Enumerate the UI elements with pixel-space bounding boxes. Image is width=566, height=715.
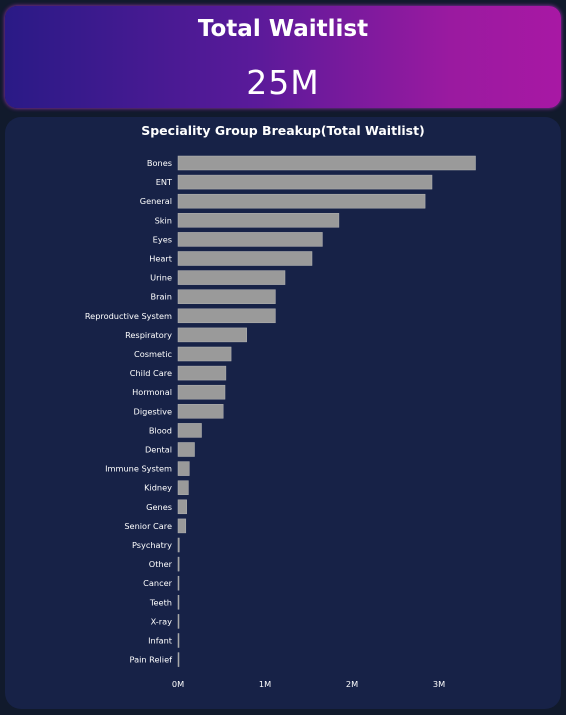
bar-skin[interactable] [177, 213, 340, 228]
y-label-digestive: Digestive [134, 406, 172, 416]
y-label-senior-care: Senior Care [124, 521, 172, 531]
bar-x-ray[interactable] [177, 614, 180, 629]
y-label-child-care: Child Care [130, 368, 172, 378]
bar-dental[interactable] [177, 442, 195, 457]
bars-group [177, 155, 476, 667]
y-label-teeth: Teeth [149, 597, 172, 607]
bar-general[interactable] [177, 193, 426, 209]
y-label-dental: Dental [145, 445, 172, 455]
total-waitlist-card: Total Waitlist 25M [5, 6, 561, 108]
y-label-reproductive-system: Reproductive System [85, 311, 172, 321]
speciality-chart-card: Speciality Group Breakup(Total Waitlist)… [5, 117, 561, 709]
y-label-brain: Brain [151, 292, 172, 302]
y-label-genes: Genes [146, 502, 172, 512]
y-label-x-ray: X-ray [151, 616, 173, 626]
bar-heart[interactable] [177, 251, 313, 266]
bar-cosmetic[interactable] [177, 346, 232, 362]
bar-infant[interactable] [177, 633, 180, 648]
bar-cancer[interactable] [177, 575, 180, 591]
x-tick-0m: 0M [172, 679, 184, 689]
y-label-kidney: Kidney [144, 483, 172, 493]
bar-genes[interactable] [177, 499, 187, 515]
y-label-cancer: Cancer [143, 578, 172, 588]
bar-digestive[interactable] [177, 404, 224, 419]
bar-urine[interactable] [177, 270, 286, 285]
y-label-heart: Heart [149, 254, 173, 264]
y-label-immune-system: Immune System [105, 464, 172, 474]
x-tick-2m: 2M [346, 679, 358, 689]
bar-other[interactable] [177, 556, 180, 572]
y-label-eyes: Eyes [153, 234, 172, 244]
y-label-blood: Blood [149, 425, 172, 435]
bar-teeth[interactable] [177, 595, 180, 610]
y-label-respiratory: Respiratory [125, 330, 172, 340]
bar-respiratory[interactable] [177, 327, 247, 343]
bar-senior-care[interactable] [177, 518, 187, 534]
y-label-other: Other [149, 559, 173, 569]
kpi-value: 25M [246, 63, 320, 102]
bar-pain-relief[interactable] [177, 652, 180, 667]
y-label-general: General [140, 196, 172, 206]
bar-eyes[interactable] [177, 232, 323, 247]
bar-psychatry[interactable] [177, 537, 180, 553]
bar-hormonal[interactable] [177, 384, 226, 400]
y-label-pain-relief: Pain Relief [130, 655, 174, 665]
bar-brain[interactable] [177, 289, 276, 304]
y-label-cosmetic: Cosmetic [134, 349, 172, 359]
y-label-hormonal: Hormonal [132, 387, 172, 397]
y-label-bones: Bones [147, 158, 172, 168]
kpi-title: Total Waitlist [197, 16, 369, 42]
speciality-bar-chart: Speciality Group Breakup(Total Waitlist)… [85, 123, 476, 689]
y-axis-labels: Bones ENT General Skin Eyes Heart Urine Brain Re… [85, 158, 173, 665]
bar-blood[interactable] [177, 423, 202, 438]
y-label-psychatry: Psychatry [132, 540, 172, 550]
chart-title: Speciality Group Breakup(Total Waitlist) [141, 123, 425, 138]
bar-immune-system[interactable] [177, 461, 190, 476]
y-label-ent: ENT [156, 177, 173, 187]
y-label-urine: Urine [150, 273, 172, 283]
y-label-infant: Infant [148, 636, 173, 646]
bar-bones[interactable] [177, 155, 476, 171]
bar-child-care[interactable] [177, 365, 227, 381]
x-tick-1m: 1M [259, 679, 271, 689]
bar-kidney[interactable] [177, 480, 189, 495]
bar-ent[interactable] [177, 174, 433, 190]
bar-reproductive-system[interactable] [177, 308, 276, 324]
x-axis-labels: 0M 1M 2M 3M [172, 679, 445, 689]
x-tick-3m: 3M [433, 679, 445, 689]
y-label-skin: Skin [155, 215, 172, 225]
